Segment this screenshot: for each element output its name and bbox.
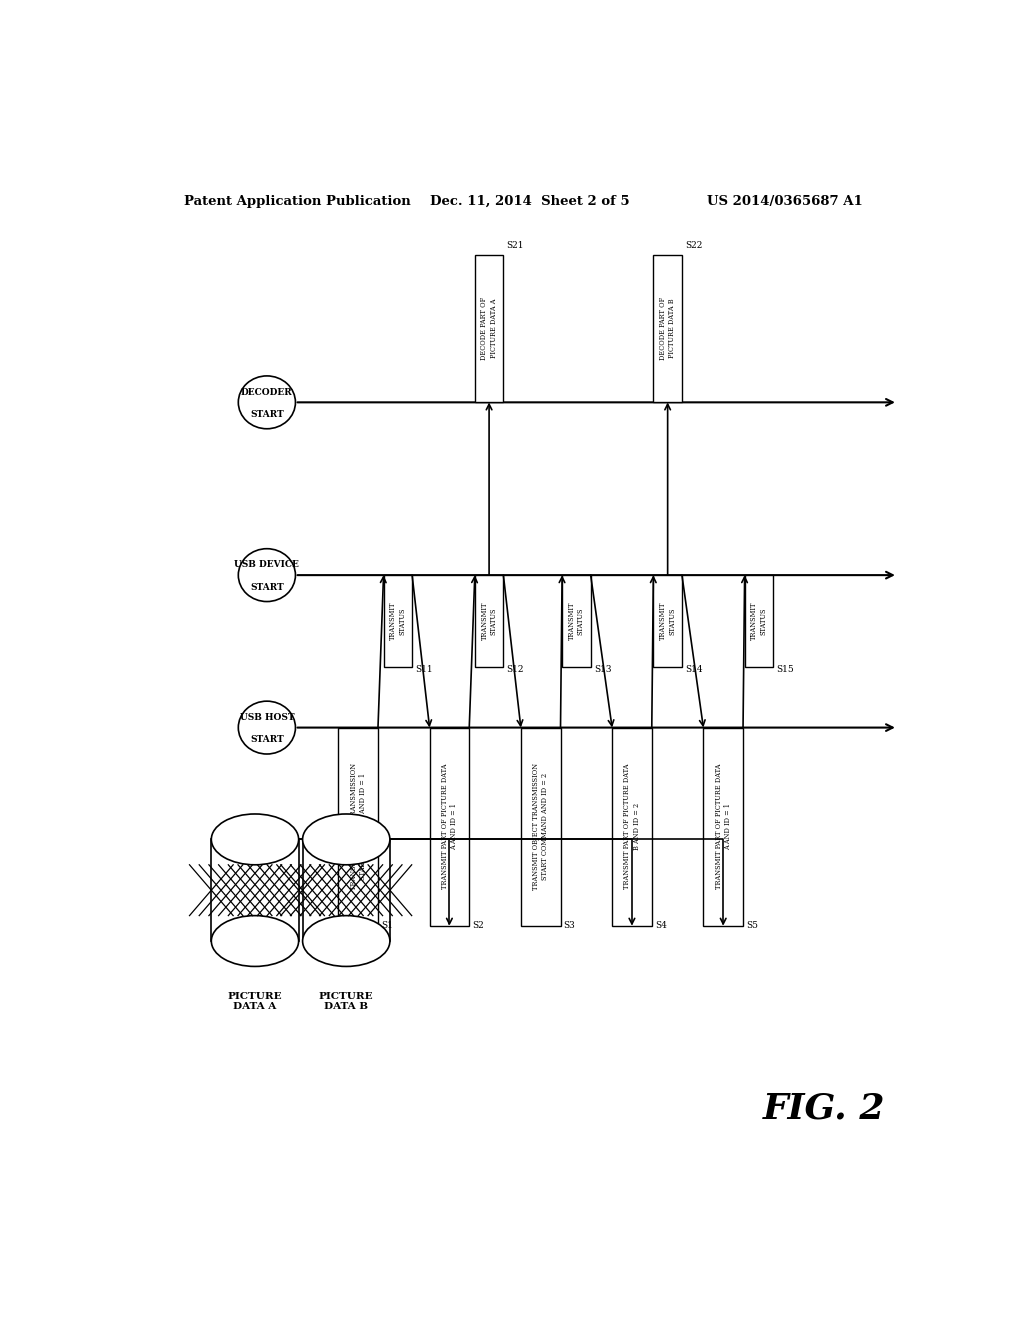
Text: START: START bbox=[250, 583, 284, 591]
Text: TRANSMIT PART OF PICTURE DATA
A AND ID = 1: TRANSMIT PART OF PICTURE DATA A AND ID =… bbox=[440, 764, 458, 890]
Text: TRANSMIT PART OF PICTURE DATA
B AND ID = 2: TRANSMIT PART OF PICTURE DATA B AND ID =… bbox=[624, 764, 641, 890]
Text: FIG. 2: FIG. 2 bbox=[763, 1092, 886, 1126]
Ellipse shape bbox=[239, 701, 296, 754]
Text: S1: S1 bbox=[381, 921, 393, 929]
Text: START: START bbox=[250, 735, 284, 744]
Text: START: START bbox=[250, 411, 284, 418]
Text: TRANSMIT
STATUS: TRANSMIT STATUS bbox=[567, 602, 585, 640]
Ellipse shape bbox=[303, 916, 390, 966]
Bar bbox=[521, 727, 560, 925]
Text: S13: S13 bbox=[594, 664, 611, 673]
Text: DECODE PART OF
PICTURE DATA A: DECODE PART OF PICTURE DATA A bbox=[480, 297, 498, 360]
Text: S11: S11 bbox=[416, 664, 433, 673]
Ellipse shape bbox=[211, 916, 299, 966]
Bar bbox=[430, 727, 469, 925]
Bar bbox=[384, 576, 412, 667]
Ellipse shape bbox=[239, 549, 296, 602]
Bar bbox=[653, 576, 682, 667]
Text: S5: S5 bbox=[746, 921, 758, 929]
Text: S14: S14 bbox=[685, 664, 702, 673]
Bar bbox=[475, 576, 504, 667]
Text: DECODE PART OF
PICTURE DATA B: DECODE PART OF PICTURE DATA B bbox=[659, 297, 676, 360]
Bar bbox=[338, 727, 378, 925]
Ellipse shape bbox=[211, 814, 299, 865]
Text: USB HOST: USB HOST bbox=[240, 713, 294, 722]
Text: S3: S3 bbox=[563, 921, 575, 929]
Text: S2: S2 bbox=[472, 921, 484, 929]
Text: TRANSMIT
STATUS: TRANSMIT STATUS bbox=[480, 602, 498, 640]
Text: TRANSMIT PART OF PICTURE DATA
A AND ID = 1: TRANSMIT PART OF PICTURE DATA A AND ID =… bbox=[715, 764, 732, 890]
Bar bbox=[653, 255, 682, 403]
Text: PICTURE
DATA A: PICTURE DATA A bbox=[227, 991, 283, 1011]
Bar bbox=[744, 576, 773, 667]
Text: TRANSMIT
STATUS: TRANSMIT STATUS bbox=[659, 602, 676, 640]
Ellipse shape bbox=[303, 814, 390, 865]
Text: Dec. 11, 2014  Sheet 2 of 5: Dec. 11, 2014 Sheet 2 of 5 bbox=[430, 194, 629, 207]
Text: TRANSMIT
STATUS: TRANSMIT STATUS bbox=[389, 602, 407, 640]
Text: DECODER: DECODER bbox=[241, 388, 293, 397]
Text: PICTURE
DATA B: PICTURE DATA B bbox=[318, 991, 374, 1011]
Text: S21: S21 bbox=[507, 240, 524, 249]
Text: S15: S15 bbox=[776, 664, 795, 673]
Text: TRANSMIT OBJECT TRANSMISSION
START COMMAND AND ID = 2: TRANSMIT OBJECT TRANSMISSION START COMMA… bbox=[532, 763, 549, 890]
Bar bbox=[211, 840, 299, 941]
Text: S22: S22 bbox=[685, 240, 702, 249]
Text: S4: S4 bbox=[655, 921, 667, 929]
Text: Patent Application Publication: Patent Application Publication bbox=[183, 194, 411, 207]
Bar bbox=[612, 727, 652, 925]
Bar bbox=[475, 255, 504, 403]
Bar bbox=[303, 840, 390, 941]
Text: TRANSMIT OBJECT TRANSMISSION
START COMMAND AND ID = 1: TRANSMIT OBJECT TRANSMISSION START COMMA… bbox=[349, 763, 367, 890]
Text: USB DEVICE: USB DEVICE bbox=[234, 561, 299, 569]
Text: TRANSMIT
STATUS: TRANSMIT STATUS bbox=[751, 602, 768, 640]
Bar bbox=[703, 727, 743, 925]
Text: US 2014/0365687 A1: US 2014/0365687 A1 bbox=[708, 194, 863, 207]
Bar bbox=[562, 576, 591, 667]
Ellipse shape bbox=[239, 376, 296, 429]
Text: S12: S12 bbox=[507, 664, 524, 673]
